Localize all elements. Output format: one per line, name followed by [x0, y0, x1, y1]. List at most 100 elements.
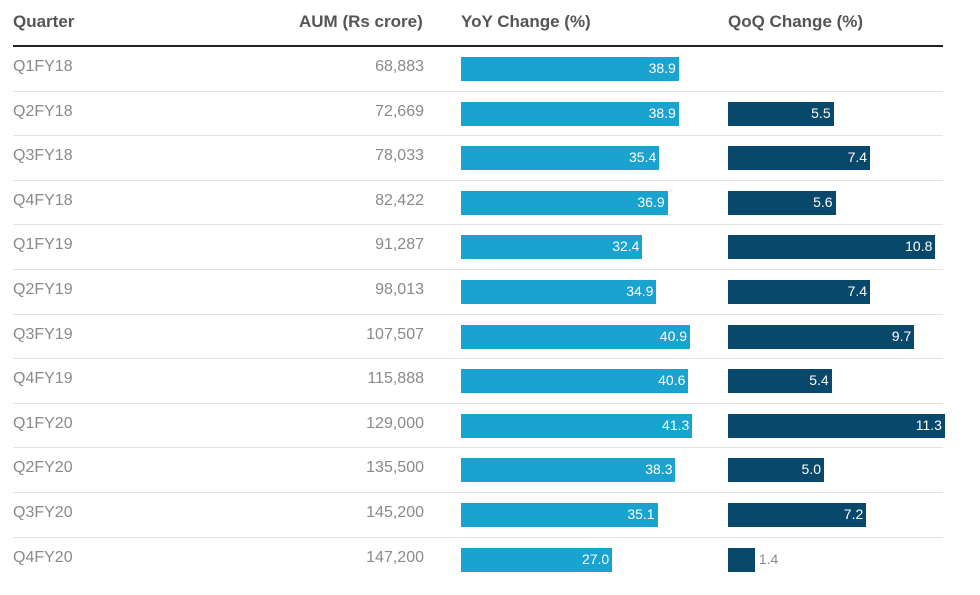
qoq-bar-label: 5.4 — [809, 372, 829, 389]
header-rule — [13, 45, 943, 47]
header-quarter: Quarter — [13, 12, 75, 31]
table-header: Quarter AUM (Rs crore) YoY Change (%) Qo… — [0, 0, 980, 47]
qoq-bar-label: 10.8 — [905, 238, 933, 255]
quarter-cell: Q2FY18 — [13, 102, 73, 120]
yoy-bar — [461, 413, 693, 438]
yoy-bar-label: 27.0 — [581, 550, 610, 567]
quarter-cell: Q4FY19 — [13, 370, 73, 388]
yoy-bar — [461, 235, 643, 260]
yoy-bar-label: 40.9 — [659, 327, 688, 344]
qoq-bar-label: 7.2 — [843, 506, 864, 522]
qoq-bar — [728, 503, 867, 527]
qoq-bar-label: 5.6 — [813, 193, 833, 210]
row-divider — [13, 268, 943, 270]
table-row: Q1FY19 91,287 32.4 10.8 — [13, 225, 943, 270]
yoy-bar — [461, 101, 679, 126]
quarter-cell: Q1FY19 — [13, 236, 73, 254]
aum-cell: 115,888 — [367, 370, 424, 388]
row-divider — [13, 313, 943, 315]
qoq-bar-label: 7.4 — [847, 283, 868, 299]
table-row: Q4FY19 115,888 40.6 5.4 — [13, 359, 943, 404]
aum-cell: 72,669 — [375, 102, 424, 120]
header-qoq: QoQ Change (%) — [728, 12, 864, 31]
qoq-bar — [728, 101, 834, 126]
aum-cell: 107,507 — [366, 325, 424, 343]
table-row: Q1FY18 68,883 38.9 — [13, 47, 943, 92]
table-row: Q2FY20 135,500 38.3 5.0 — [13, 448, 943, 493]
table-row: Q3FY18 78,033 35.4 7.4 — [13, 136, 943, 181]
aum-cell: 98,013 — [375, 281, 424, 298]
quarter-cell: Q2FY20 — [13, 459, 73, 477]
row-divider — [13, 402, 943, 404]
table-row: Q3FY19 107,507 40.9 9.7 — [13, 315, 943, 360]
yoy-bar-label: 38.9 — [648, 104, 676, 121]
row-divider — [13, 135, 943, 137]
aum-cell: 82,422 — [375, 191, 424, 209]
aum-cell: 135,500 — [366, 459, 424, 477]
yoy-bar — [461, 190, 668, 215]
yoy-bar-label: 38.9 — [648, 60, 676, 76]
qoq-bar — [728, 458, 824, 483]
qoq-bar — [728, 324, 915, 349]
yoy-bar-label: 32.4 — [612, 238, 640, 255]
quarter-cell: Q4FY20 — [13, 548, 73, 566]
qoq-bar — [728, 369, 832, 394]
aum-cell: 91,287 — [375, 236, 424, 254]
qoq-bar — [728, 280, 871, 304]
qoq-bar-label: 5.5 — [811, 104, 831, 121]
aum-cell: 68,883 — [375, 58, 424, 75]
qoq-bar-label: 9.7 — [891, 327, 912, 344]
row-divider — [13, 536, 943, 538]
qoq-bar — [728, 190, 836, 215]
aum-cell: 147,200 — [366, 548, 424, 566]
yoy-bar-label: 35.4 — [629, 149, 657, 166]
aum-cell: 78,033 — [375, 147, 424, 165]
qoq-bar-label: 1.4 — [758, 550, 779, 567]
yoy-bar — [461, 146, 660, 171]
header-yoy: YoY Change (%) — [461, 12, 591, 31]
quarter-cell: Q3FY20 — [13, 504, 73, 521]
yoy-bar-label: 36.9 — [637, 193, 665, 210]
yoy-bar-label: 34.9 — [626, 283, 654, 299]
table-row: Q3FY20 145,200 35.1 7.2 — [13, 493, 943, 538]
row-divider — [13, 224, 943, 226]
yoy-bar-label: 41.3 — [662, 416, 690, 433]
table-row: Q1FY20 129,000 41.3 11.3 — [13, 404, 945, 449]
table-row: Q4FY18 82,422 36.9 5.6 — [13, 181, 943, 226]
quarter-cell: Q1FY20 — [13, 414, 73, 432]
qoq-bar-label: 5.0 — [801, 461, 821, 478]
qoq-bar — [728, 547, 755, 572]
yoy-bar — [461, 503, 658, 527]
quarter-cell: Q3FY19 — [13, 325, 73, 343]
yoy-bar — [461, 369, 689, 394]
row-divider — [13, 179, 943, 181]
quarter-cell: Q2FY19 — [13, 281, 73, 298]
aum-cell: 145,200 — [366, 504, 424, 521]
qoq-bar — [728, 413, 945, 438]
row-divider — [13, 90, 943, 92]
table-row: Q2FY18 72,669 38.9 5.5 — [13, 92, 943, 137]
yoy-bar-label: 38.3 — [645, 461, 673, 478]
yoy-bar-label: 35.1 — [627, 506, 655, 522]
quarter-cell: Q3FY18 — [13, 147, 73, 165]
quarter-cell: Q4FY18 — [13, 191, 73, 209]
yoy-bar — [461, 547, 613, 572]
yoy-bar — [461, 57, 679, 81]
qoq-bar-label: 11.3 — [915, 416, 942, 433]
header-aum: AUM (Rs crore) — [299, 12, 423, 31]
quarter-cell: Q1FY18 — [13, 58, 73, 75]
row-divider — [13, 491, 943, 493]
row-divider — [13, 358, 943, 360]
yoy-bar — [461, 324, 691, 349]
table-row: Q4FY20 147,200 27.0 1.4 — [13, 538, 943, 583]
qoq-bar — [728, 146, 871, 171]
table-row: Q2FY19 98,013 34.9 7.4 — [13, 270, 943, 315]
qoq-bar-label: 7.4 — [847, 149, 868, 166]
yoy-bar — [461, 458, 676, 483]
yoy-bar-label: 40.6 — [658, 372, 686, 389]
row-divider — [13, 447, 943, 449]
yoy-bar — [461, 280, 657, 304]
aum-cell: 129,000 — [366, 414, 424, 432]
qoq-bar — [728, 235, 936, 260]
